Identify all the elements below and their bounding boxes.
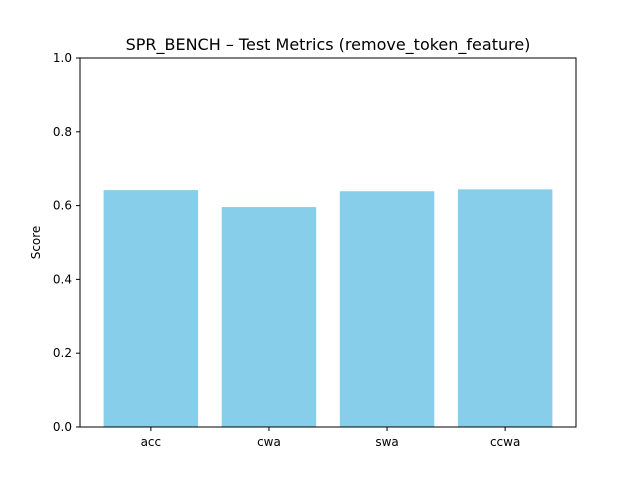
y-tick-label: 0.6 <box>53 199 72 213</box>
y-tick-label: 0.8 <box>53 125 72 139</box>
y-tick-label: 1.0 <box>53 51 72 65</box>
bar-cwa <box>221 207 317 427</box>
bar-swa <box>339 191 435 427</box>
axes-layer: 0.0 0.2 0.4 0.6 0.8 1.0 acc cwa swa ccwa <box>53 51 577 449</box>
chart-title: SPR_BENCH – Test Metrics (remove_token_f… <box>126 35 531 55</box>
y-tick-label: 0.2 <box>53 346 72 360</box>
bars-layer <box>103 189 553 427</box>
y-axis-label: Score <box>29 226 43 260</box>
y-tick-label: 0.0 <box>53 420 72 434</box>
x-tick-label-ccwa: ccwa <box>490 435 520 449</box>
bar-acc <box>103 190 199 427</box>
bar-ccwa <box>457 189 553 427</box>
x-tick-label-acc: acc <box>141 435 162 449</box>
x-tick-label-cwa: cwa <box>257 435 281 449</box>
y-tick-label: 0.4 <box>53 272 72 286</box>
plot-frame <box>79 57 577 428</box>
x-tick-label-swa: swa <box>375 435 398 449</box>
